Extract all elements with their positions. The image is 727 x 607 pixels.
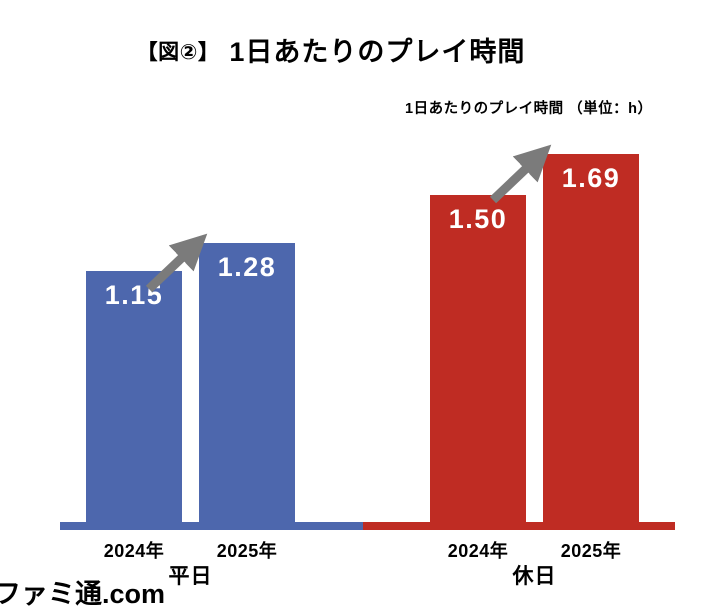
figure-number-label: 【図②】 (136, 41, 220, 64)
year-axis-label: 2024年 (103, 541, 165, 561)
bar-休日-2024年: 1.50 (430, 195, 526, 530)
bar-value-label: 1.50 (448, 204, 508, 234)
group-axis-label: 平日 (168, 565, 213, 588)
famitsu-watermark-logo: ファミ通.com (0, 579, 166, 607)
bar-value-label: 1.15 (104, 280, 164, 310)
group-axis-label: 休日 (512, 565, 557, 588)
bar-value-label: 1.28 (217, 252, 277, 282)
bar-平日-2024年: 1.15 (86, 271, 182, 530)
figure-title-text: 1日あたりのプレイ時間 (229, 37, 526, 67)
chart-subtitle-unit-label: 1日あたりのプレイ時間 （単位：h） (405, 101, 653, 117)
page-title: 【図②】 1日あたりのプレイ時間 (0, 30, 662, 69)
year-axis-label: 2024年 (447, 541, 509, 561)
bar-平日-2025年: 1.28 (199, 243, 295, 530)
bar-value-label: 1.69 (561, 163, 621, 193)
year-axis-label: 2025年 (216, 541, 278, 561)
year-axis-label: 2025年 (560, 541, 622, 561)
bar-休日-2025年: 1.69 (543, 154, 639, 530)
